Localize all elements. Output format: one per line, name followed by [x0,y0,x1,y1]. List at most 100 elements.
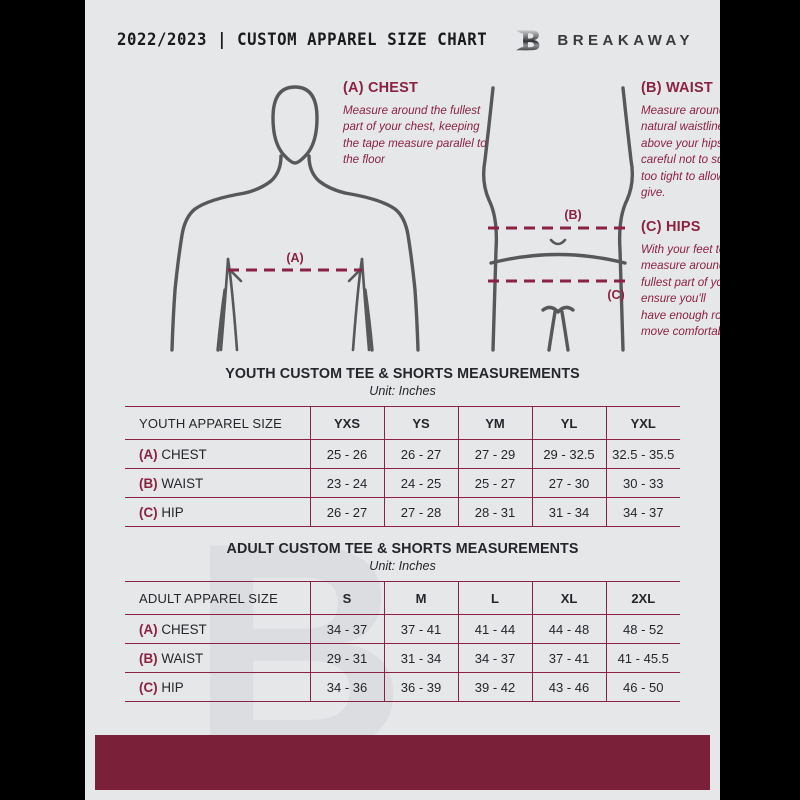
breakaway-b-monogram-icon [516,30,540,51]
table-row: (A) CHEST 34 - 37 37 - 41 41 - 44 44 - 4… [125,614,680,644]
row-tag: (C) [139,679,158,695]
adult-waist-2xl: 41 - 45.5 [606,643,680,673]
adult-waist-s: 29 - 31 [310,643,385,673]
waist-heading: (B) WAIST [641,80,713,96]
row-tag: (B) [139,475,158,491]
youth-table-title: YOUTH CUSTOM TEE & SHORTS MEASUREMENTS [225,366,580,382]
table-row: (B) WAIST 23 - 24 24 - 25 25 - 27 27 - 3… [125,468,680,498]
adult-row-label-waist: (B) WAIST [125,643,311,673]
youth-waist-yxs: 23 - 24 [310,468,385,498]
adult-size-section: ADULT CUSTOM TEE & SHORTS MEASUREMENTS U… [85,541,720,702]
youth-size-col-4: YXL [606,406,680,440]
adult-chest-m: 37 - 41 [384,614,459,644]
youth-hip-yxs: 26 - 27 [310,497,385,527]
youth-hip-yxl: 34 - 37 [606,497,680,527]
youth-row-label-hip: (C) HIP [125,497,311,527]
youth-size-col-1: YS [384,406,459,440]
navel-mark [549,238,567,246]
chest-contour-marks [219,257,371,352]
table-row: (B) WAIST 29 - 31 31 - 34 34 - 37 37 - 4… [125,643,680,673]
youth-size-col-3: YL [532,406,607,440]
youth-waist-yl: 27 - 30 [532,468,607,498]
hips-measure-label: (C) [607,288,624,302]
youth-table-unit: Unit: Inches [369,384,436,398]
adult-row-label-hip: (C) HIP [125,672,311,702]
row-tag: (B) [139,650,158,666]
adult-chest-s: 34 - 37 [310,614,385,644]
hips-figure [481,86,635,352]
adult-chest-2xl: 48 - 52 [606,614,680,644]
youth-row-label-waist: (B) WAIST [125,468,311,498]
youth-chest-ys: 26 - 27 [384,439,459,469]
brand-logo: BREAKAWAY [513,25,694,55]
youth-size-section: YOUTH CUSTOM TEE & SHORTS MEASUREMENTS U… [85,366,720,527]
page-header: 2022/2023 | CUSTOM APPAREL SIZE CHART BR… [85,0,720,68]
adult-chest-l: 41 - 44 [458,614,533,644]
youth-size-table: YOUTH APPAREL SIZE YXS YS YM YL YXL (A) … [125,406,680,527]
hips-heading: (C) HIPS [641,219,701,235]
adult-hip-xl: 43 - 46 [532,672,607,702]
chest-description: Measure around the fullest part of your … [343,104,487,167]
table-header-row: YOUTH APPAREL SIZE YXS YS YM YL YXL [125,406,680,440]
adult-waist-xl: 37 - 41 [532,643,607,673]
youth-hip-yl: 31 - 34 [532,497,607,527]
waist-measure-label: (B) [564,208,581,222]
adult-size-col-1: M [384,581,459,615]
adult-hip-m: 36 - 39 [384,672,459,702]
youth-hip-ys: 27 - 28 [384,497,459,527]
adult-size-col-2: L [458,581,533,615]
chest-heading: (A) CHEST [343,80,419,96]
youth-header-label: YOUTH APPAREL SIZE [125,406,311,440]
adult-size-table: ADULT APPAREL SIZE S M L XL 2XL (A) CHES… [125,581,680,702]
adult-row-label-chest: (A) CHEST [125,614,311,644]
torso-figure [170,85,420,352]
footer-bar [95,735,710,790]
youth-chest-yxs: 25 - 26 [310,439,385,469]
row-name: HIP [161,504,184,520]
adult-table-title: ADULT CUSTOM TEE & SHORTS MEASUREMENTS [226,541,579,557]
table-row: (C) HIP 34 - 36 36 - 39 39 - 42 43 - 46 … [125,672,680,702]
waist-description: Measure around your natural waistline – … [641,104,720,200]
row-tag: (A) [139,446,158,462]
adult-chest-xl: 44 - 48 [532,614,607,644]
youth-chest-yl: 29 - 32.5 [532,439,607,469]
youth-size-col-0: YXS [310,406,385,440]
row-tag: (C) [139,504,158,520]
adult-hip-2xl: 46 - 50 [606,672,680,702]
size-chart-page: B 2022/2023 | CUSTOM APPAREL SIZE CHART [85,0,720,800]
page-title: 2022/2023 | CUSTOM APPAREL SIZE CHART [117,30,488,49]
adult-size-col-4: 2XL [606,581,680,615]
adult-size-col-3: XL [532,581,607,615]
adult-table-unit: Unit: Inches [369,559,436,573]
chest-measure-label: (A) [286,251,303,265]
chest-description-block: (A) CHEST Measure around the fullest par… [343,80,493,169]
youth-chest-yxl: 32.5 - 35.5 [606,439,680,469]
youth-hip-ym: 28 - 31 [458,497,533,527]
hips-description-block: (C) HIPS With your feet together, measur… [641,219,720,341]
youth-waist-yxl: 30 - 33 [606,468,680,498]
row-name: WAIST [161,475,204,491]
youth-waist-ym: 25 - 27 [458,468,533,498]
youth-row-label-chest: (A) CHEST [125,439,311,469]
row-name: CHEST [161,621,207,637]
adult-header-label: ADULT APPAREL SIZE [125,581,311,615]
adult-hip-l: 39 - 42 [458,672,533,702]
table-header-row: ADULT APPAREL SIZE S M L XL 2XL [125,581,680,615]
row-name: WAIST [161,650,204,666]
body-measurement-illustrations: (A) (B) (C) [170,85,635,352]
row-name: HIP [161,679,184,695]
youth-size-col-2: YM [458,406,533,440]
hips-description: With your feet together, measure around … [641,243,720,339]
table-row: (C) HIP 26 - 27 27 - 28 28 - 31 31 - 34 … [125,497,680,527]
row-tag: (A) [139,621,158,637]
adult-size-col-0: S [310,581,385,615]
adult-hip-s: 34 - 36 [310,672,385,702]
row-name: CHEST [161,446,207,462]
table-row: (A) CHEST 25 - 26 26 - 27 27 - 29 29 - 3… [125,439,680,469]
brand-name: BREAKAWAY [557,31,694,49]
youth-waist-ys: 24 - 25 [384,468,459,498]
adult-waist-l: 34 - 37 [458,643,533,673]
waist-description-block: (B) WAIST Measure around your natural wa… [641,80,720,202]
adult-waist-m: 31 - 34 [384,643,459,673]
youth-chest-ym: 27 - 29 [458,439,533,469]
